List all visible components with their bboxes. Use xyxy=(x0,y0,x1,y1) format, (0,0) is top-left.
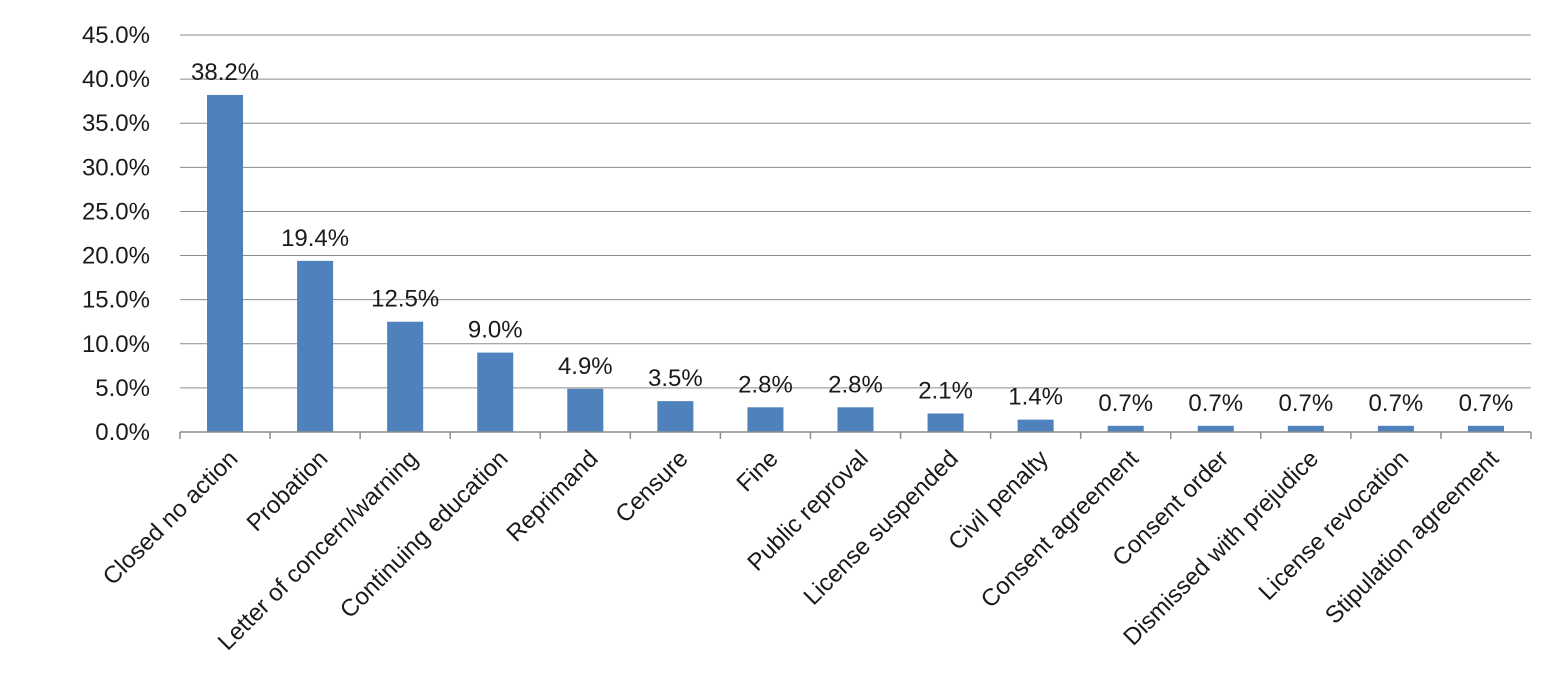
y-tick-label: 10.0% xyxy=(82,331,150,358)
bar xyxy=(927,413,964,432)
data-label: 0.7% xyxy=(1098,390,1153,417)
data-label: 0.7% xyxy=(1188,390,1243,417)
data-label: 38.2% xyxy=(191,59,259,86)
category-label: Censure xyxy=(610,445,693,528)
category-label: Fine xyxy=(732,445,784,497)
y-tick-label: 20.0% xyxy=(82,243,150,270)
data-label: 1.4% xyxy=(1008,384,1063,411)
y-axis-ticks: 0.0% 5.0% 10.0% 15.0% 20.0% 25.0% 30.0% 35.0% 40… xyxy=(82,22,150,446)
bar xyxy=(837,407,874,432)
data-label: 0.7% xyxy=(1278,390,1333,417)
data-label: 2.8% xyxy=(738,371,793,398)
bar xyxy=(1197,425,1234,432)
bar xyxy=(477,352,514,432)
data-label: 3.5% xyxy=(648,365,703,392)
y-tick-label: 15.0% xyxy=(82,287,150,314)
category-label: Closed no action xyxy=(98,445,244,591)
bar xyxy=(567,388,604,432)
y-tick-label: 30.0% xyxy=(82,154,150,181)
category-label: Continuing education xyxy=(335,445,514,624)
bar xyxy=(207,94,244,432)
category-label: License revocation xyxy=(1254,445,1415,606)
category-label: Probation xyxy=(242,445,334,537)
data-labels: 38.2% 19.4% 12.5% 9.0% 4.9% 3.5% 2.8% 2.8% 2.1% 1… xyxy=(191,59,1513,417)
x-axis xyxy=(179,431,1532,439)
bar xyxy=(1287,425,1324,432)
bar xyxy=(1377,425,1414,432)
data-label: 2.8% xyxy=(828,371,883,398)
data-label: 12.5% xyxy=(371,286,439,313)
category-label: Consent agreement xyxy=(976,445,1144,613)
bar xyxy=(1467,425,1504,432)
bar xyxy=(747,407,784,432)
bar xyxy=(1107,425,1144,432)
y-tick-label: 0.0% xyxy=(95,419,150,446)
data-label: 0.7% xyxy=(1459,390,1514,417)
bars xyxy=(207,94,1504,432)
bar xyxy=(657,401,694,432)
data-label: 9.0% xyxy=(468,317,523,344)
category-label: License suspended xyxy=(798,445,963,610)
bar xyxy=(1017,419,1054,432)
y-tick-label: 5.0% xyxy=(95,375,150,402)
bar xyxy=(297,260,334,432)
gridlines xyxy=(180,34,1531,389)
y-tick-label: 40.0% xyxy=(82,66,150,93)
category-label: Reprimand xyxy=(501,445,603,547)
data-label: 2.1% xyxy=(918,377,973,404)
data-label: 19.4% xyxy=(281,225,349,252)
y-tick-label: 35.0% xyxy=(82,110,150,137)
y-tick-label: 25.0% xyxy=(82,198,150,225)
data-label: 4.9% xyxy=(558,353,613,380)
data-label: 0.7% xyxy=(1369,390,1424,417)
y-tick-label: 45.0% xyxy=(82,22,150,49)
category-label: Stipulation agreement xyxy=(1320,445,1504,629)
bar xyxy=(387,321,424,432)
